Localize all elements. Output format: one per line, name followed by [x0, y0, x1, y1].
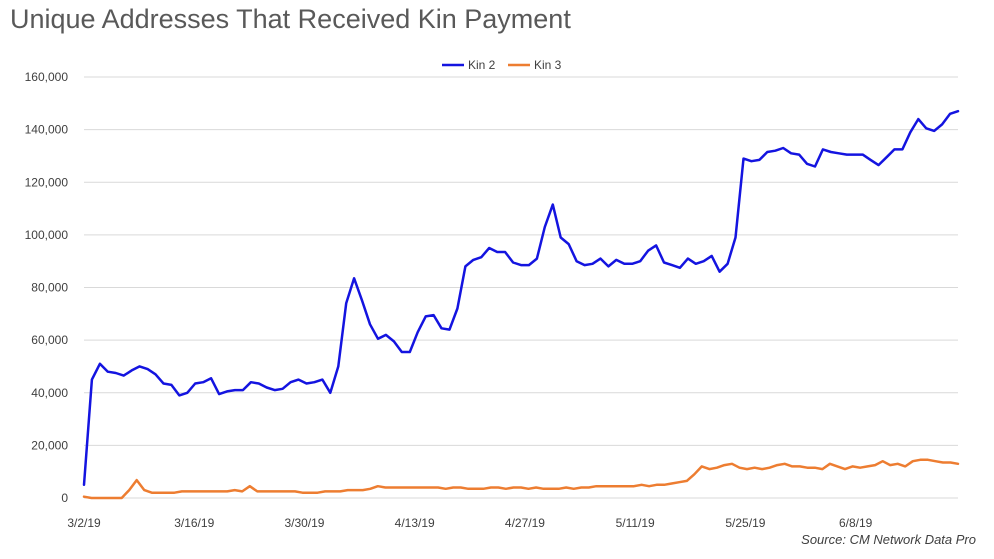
- gridlines: [84, 76, 958, 499]
- legend-label: Kin 3: [534, 58, 562, 72]
- y-tick-label: 20,000: [31, 438, 68, 452]
- x-tick-label: 5/11/19: [616, 516, 655, 530]
- x-tick-label: 3/16/19: [174, 516, 214, 530]
- y-tick-label: 40,000: [31, 386, 68, 400]
- legend-label: Kin 2: [468, 58, 496, 72]
- x-tick-label: 5/25/19: [725, 516, 765, 530]
- y-axis-ticks: 0 20,000 40,000 60,000 80,000 100,000 120,000 1…: [25, 70, 69, 505]
- y-tick-label: 160,000: [25, 70, 69, 84]
- x-tick-label: 6/8/19: [839, 516, 873, 530]
- series-line-kin-2: [82, 109, 960, 487]
- series-line-kin-3: [82, 458, 960, 500]
- series-lines: [82, 109, 960, 500]
- chart-title: Unique Addresses That Received Kin Payme…: [10, 4, 571, 34]
- x-tick-label: 3/30/19: [284, 516, 324, 530]
- x-tick-label: 3/2/19: [67, 516, 101, 530]
- y-tick-label: 60,000: [31, 333, 68, 347]
- y-tick-label: 100,000: [25, 228, 69, 242]
- x-tick-label: 4/13/19: [395, 516, 435, 530]
- y-tick-label: 80,000: [31, 281, 68, 295]
- legend: Kin 2 Kin 3: [442, 58, 562, 72]
- y-tick-label: 140,000: [25, 123, 69, 137]
- x-tick-label: 4/27/19: [505, 516, 545, 530]
- y-tick-label: 120,000: [25, 175, 69, 189]
- source-note: Source: CM Network Data Pro: [801, 532, 976, 547]
- y-tick-label: 0: [61, 491, 68, 505]
- x-axis-ticks: 3/2/19 3/16/19 3/30/19 4/13/19 4/27/19 5/11/1…: [67, 516, 872, 530]
